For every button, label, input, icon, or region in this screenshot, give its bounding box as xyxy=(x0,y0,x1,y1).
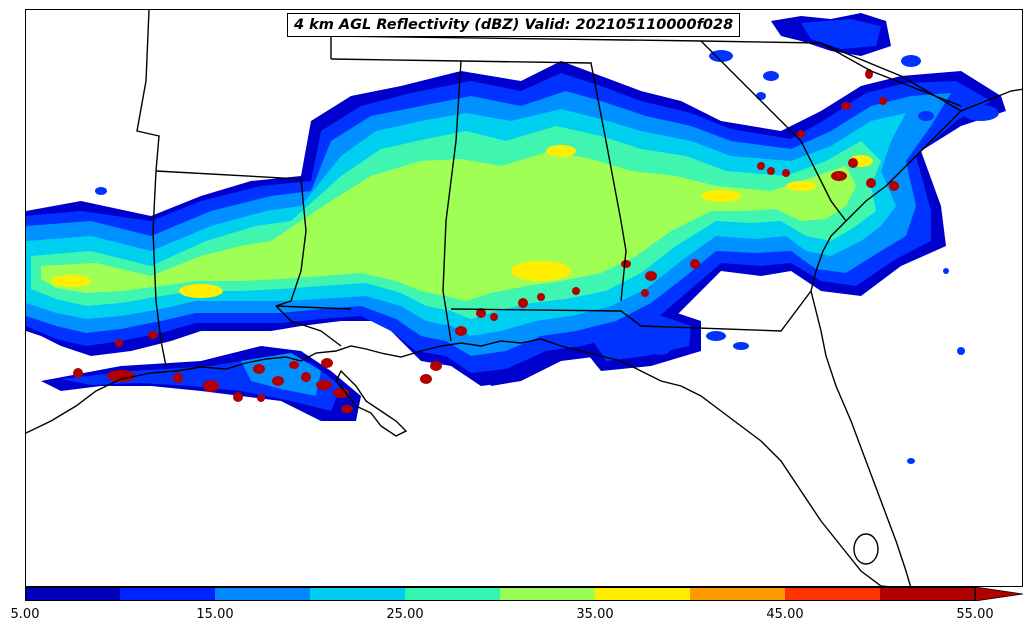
colorbar-tick-label: 35.00 xyxy=(576,607,614,622)
state-line-ms-al xyxy=(330,58,462,342)
colorbar-segment xyxy=(500,587,596,601)
state-line-ms-west xyxy=(275,230,352,310)
reflectivity-layer xyxy=(26,13,1006,464)
colorbar-tick-label: 55.00 xyxy=(956,607,994,622)
mississippi-delta xyxy=(335,369,408,437)
map-frame xyxy=(25,9,1023,587)
colorbar-segment xyxy=(25,587,121,601)
colorbar-segment xyxy=(690,587,786,601)
state-line-tx-la xyxy=(152,230,167,367)
state-line-al-ga xyxy=(460,60,627,302)
colorbar-segment xyxy=(215,587,311,601)
map-title: 4 km AGL Reflectivity (dBZ) Valid: 20210… xyxy=(287,13,741,37)
map-boundaries xyxy=(26,10,1022,586)
colorbar-tick-label: 45.00 xyxy=(766,607,804,622)
reflectivity-scattered-cells xyxy=(95,50,999,464)
reflectivity-map xyxy=(26,10,1022,586)
reflectivity-35-40 xyxy=(51,145,873,298)
colorbar-extend-arrow xyxy=(974,587,1023,601)
reflectivity-30-35 xyxy=(41,151,856,301)
state-line-nc-sc xyxy=(820,42,962,107)
state-line-tn-north xyxy=(330,35,962,112)
state-line-ga-fl xyxy=(450,290,812,332)
gulf-coastline xyxy=(26,338,889,586)
lake-okeechobee xyxy=(853,533,879,565)
atlantic-coastline xyxy=(810,88,1022,292)
colorbar xyxy=(25,587,1023,601)
colorbar-segment xyxy=(120,587,216,601)
colorbar-segments xyxy=(25,587,976,601)
colorbar-tick-label: 15.00 xyxy=(196,607,234,622)
colorbar-segment xyxy=(785,587,881,601)
reflectivity-50-55-cells xyxy=(73,69,899,413)
colorbar-segment xyxy=(310,587,406,601)
colorbar-tick-label: 25.00 xyxy=(386,607,424,622)
colorbar-segment xyxy=(880,587,976,601)
state-line-ar-la xyxy=(155,170,307,232)
florida-east-coast xyxy=(810,290,912,586)
state-line-ok-tx xyxy=(136,10,160,232)
colorbar-segment xyxy=(405,587,501,601)
state-line-ga-sc xyxy=(700,40,847,222)
state-line-ms-la-south xyxy=(275,305,342,347)
colorbar-segment xyxy=(595,587,691,601)
colorbar-tick-label: 5.00 xyxy=(10,607,40,622)
